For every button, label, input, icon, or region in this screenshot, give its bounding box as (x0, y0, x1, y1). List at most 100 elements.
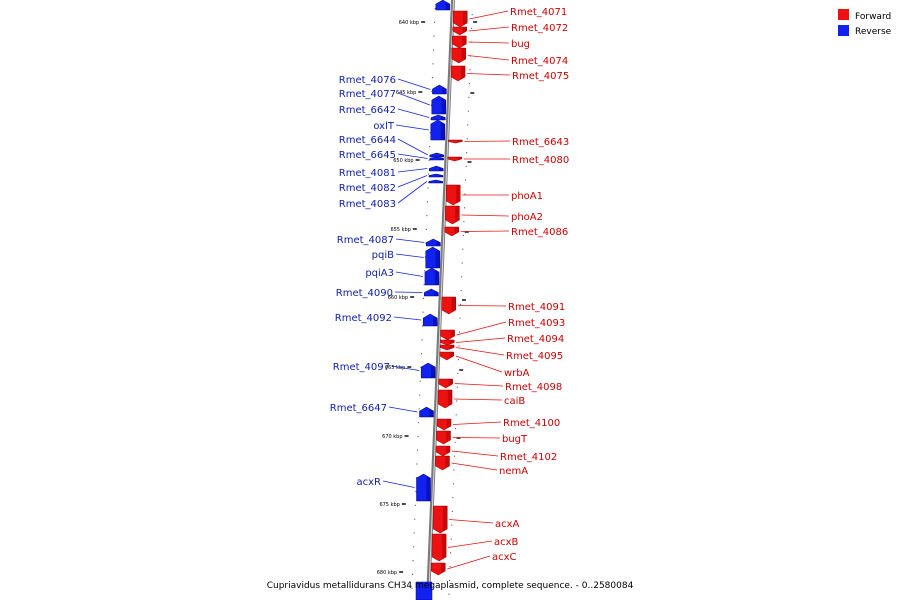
minor-tick-left (428, 173, 430, 175)
reverse-gene-arrow[interactable] (420, 362, 436, 379)
reverse-gene-arrow[interactable] (425, 246, 440, 269)
forward-gene-leader (448, 540, 493, 548)
reverse-gene-label[interactable]: Rmet_6642 (339, 105, 396, 116)
minor-tick-left (426, 215, 428, 217)
forward-gene-label[interactable]: Rmet_4095 (506, 351, 563, 362)
forward-gene-label[interactable]: Rmet_4075 (512, 71, 569, 82)
forward-gene-arrow[interactable] (445, 184, 461, 206)
reverse-gene-label[interactable]: oxlT (373, 121, 395, 132)
forward-gene-label[interactable]: Rmet_4098 (505, 382, 562, 393)
forward-gene-label[interactable]: Rmet_4094 (507, 334, 564, 345)
reverse-gene-arrow[interactable] (416, 473, 431, 502)
reverse-gene-arrow[interactable] (429, 165, 444, 172)
forward-gene-leader (456, 347, 505, 356)
forward-gene-label[interactable]: caiB (504, 396, 525, 407)
forward-gene-arrow[interactable] (435, 455, 450, 471)
forward-gene-label[interactable]: acxC (492, 552, 517, 563)
forward-gene-arrow[interactable] (447, 156, 462, 162)
forward-gene-label[interactable]: Rmet_4091 (508, 302, 565, 313)
forward-gene-arrow[interactable] (440, 339, 455, 346)
reverse-gene-label[interactable]: Rmet_4076 (339, 75, 396, 86)
forward-gene-arrow[interactable] (438, 378, 453, 389)
forward-gene-label[interactable]: Rmet_4086 (511, 227, 568, 238)
reverse-gene-label[interactable]: pqiB (372, 250, 394, 261)
reverse-gene-label[interactable]: Rmet_4082 (339, 183, 396, 194)
minor-tick-left (419, 380, 421, 382)
legend-forward-swatch (838, 9, 849, 20)
reverse-gene-arrow[interactable] (431, 95, 447, 115)
reverse-gene-arrow[interactable] (430, 119, 446, 141)
forward-gene-arrow[interactable] (432, 505, 448, 534)
forward-gene-label[interactable]: bugT (502, 434, 528, 445)
forward-gene-label[interactable]: Rmet_4093 (508, 318, 565, 329)
reverse-gene-arrow[interactable] (432, 84, 447, 95)
forward-gene-arrow[interactable] (439, 351, 455, 361)
reverse-gene-label[interactable]: pqiA3 (365, 268, 394, 279)
forward-gene-arrow[interactable] (451, 47, 467, 64)
kbp-label: 665 kbp (385, 365, 405, 371)
reverse-gene-label[interactable]: Rmet_4081 (339, 168, 396, 179)
forward-gene-label[interactable]: acxA (495, 519, 520, 530)
forward-gene-arrow[interactable] (439, 344, 455, 351)
forward-gene-label[interactable]: Rmet_4100 (503, 418, 560, 429)
reverse-gene-label[interactable]: Rmet_4083 (339, 199, 396, 210)
forward-gene-label[interactable]: phoA2 (511, 212, 543, 223)
forward-gene-label[interactable]: phoA1 (511, 191, 543, 202)
forward-gene-arrow[interactable] (441, 296, 457, 315)
forward-gene-arrow[interactable] (445, 205, 460, 225)
reverse-gene-label[interactable]: Rmet_4092 (335, 313, 392, 324)
forward-gene-label[interactable]: acxB (494, 537, 519, 548)
minor-tick-left (431, 77, 433, 79)
forward-gene-arrow[interactable] (444, 226, 459, 237)
reverse-gene-arrow[interactable] (422, 313, 438, 327)
minor-tick-right (454, 455, 456, 457)
reverse-gene-arrow[interactable] (428, 179, 443, 184)
reverse-gene-arrow[interactable] (419, 406, 434, 418)
forward-gene-arrow[interactable] (436, 418, 452, 431)
forward-gene-label[interactable]: bug (511, 39, 530, 50)
reverse-gene-arrow[interactable] (424, 267, 440, 286)
forward-gene-label[interactable]: Rmet_4071 (510, 7, 567, 18)
reverse-gene-arrow[interactable] (429, 156, 444, 161)
forward-gene-label[interactable]: Rmet_4080 (512, 155, 569, 166)
forward-gene-label[interactable]: Rmet_6643 (512, 137, 569, 148)
reverse-gene-label[interactable]: Rmet_4077 (339, 89, 396, 100)
reverse-gene-arrow[interactable] (428, 173, 444, 178)
forward-gene-label[interactable]: Rmet_4102 (500, 452, 557, 463)
kbp-label: 645 kbp (396, 90, 416, 96)
minor-tick-left (411, 587, 413, 589)
reverse-gene-label[interactable]: Rmet_6644 (339, 135, 396, 146)
forward-gene-arrow[interactable] (435, 445, 451, 457)
forward-gene-arrow[interactable] (431, 533, 447, 562)
forward-gene-arrow[interactable] (437, 389, 453, 409)
reverse-gene-arrow[interactable] (424, 288, 439, 297)
forward-gene-arrow[interactable] (448, 139, 463, 144)
reverse-gene-arrow[interactable] (435, 0, 451, 11)
forward-gene-arrow[interactable] (450, 65, 466, 82)
reverse-gene-label[interactable]: Rmet_4097 (333, 362, 390, 373)
forward-gene-label[interactable]: nemA (499, 466, 528, 477)
reverse-gene-label[interactable]: Rmet_6647 (330, 403, 387, 414)
gene-shading (438, 180, 443, 183)
forward-gene-arrow[interactable] (440, 329, 455, 341)
forward-gene-arrow[interactable] (452, 35, 467, 49)
forward-gene-label[interactable]: Rmet_4074 (511, 56, 568, 67)
reverse-gene-arrow[interactable] (415, 581, 433, 600)
forward-gene-arrow[interactable] (452, 26, 468, 36)
forward-gene-label[interactable]: wrbA (504, 368, 530, 379)
forward-gene-arrow[interactable] (430, 562, 446, 576)
gene-shading (435, 249, 440, 268)
reverse-gene-label[interactable]: Rmet_6645 (339, 150, 396, 161)
reverse-gene-label[interactable]: Rmet_4090 (336, 288, 393, 299)
reverse-gene-leader (397, 175, 428, 188)
reverse-gene-label[interactable]: Rmet_4087 (337, 235, 394, 246)
forward-gene-arrow[interactable] (452, 10, 468, 28)
forward-gene-arrow[interactable] (436, 430, 451, 445)
forward-gene-label[interactable]: Rmet_4072 (511, 23, 568, 34)
reverse-gene-label[interactable]: acxR (357, 477, 382, 488)
minor-tick-right (450, 552, 452, 554)
minor-tick-right (455, 414, 457, 416)
reverse-gene-leader (382, 480, 415, 488)
reverse-gene-arrow[interactable] (426, 238, 441, 247)
legend-forward-label: Forward (855, 12, 891, 22)
